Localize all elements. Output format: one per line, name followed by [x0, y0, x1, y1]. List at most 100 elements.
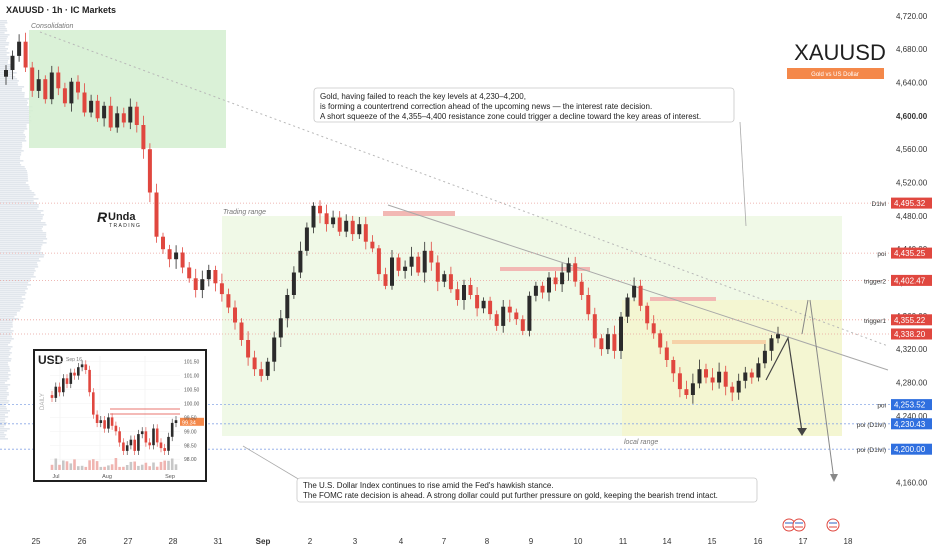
time-tick-label: 8: [485, 537, 490, 546]
time-axis[interactable]: 25 26 27 28 31 Sep 2 3 4 7 8 9 10 11 14 15 16 17 18: [32, 537, 853, 546]
inset-volume: [88, 460, 91, 470]
usd-inset[interactable]: USD Sep 16 DAILY 99.34 101.50 101.00 100.5…: [33, 349, 207, 482]
candle-body: [442, 274, 447, 282]
price-tick-label: 4,720.00: [896, 12, 928, 21]
candle-body: [507, 306, 512, 313]
candle-body: [468, 285, 473, 295]
inset-candle: [148, 442, 151, 446]
time-tick-label: 7: [442, 537, 447, 546]
inset-candle: [80, 364, 84, 368]
candle-body: [278, 318, 283, 338]
price-label: 4,253.52: [894, 401, 926, 410]
candle-body: [206, 270, 211, 280]
price-tick-label: 4,680.00: [896, 45, 928, 54]
inset-candle: [110, 417, 114, 426]
candle-body: [363, 224, 368, 242]
note-top-pointer: [739, 121, 747, 227]
price-label: 4,200.00: [894, 445, 926, 454]
inset-candle: [174, 420, 178, 423]
price-label-bg: [891, 274, 932, 286]
inset-candle: [129, 439, 133, 446]
inset-candle: [84, 364, 88, 370]
candle-body: [704, 369, 708, 378]
price-label-name: poi (D1lvl): [857, 422, 886, 429]
inset-volume: [167, 460, 170, 470]
candle-body: [671, 360, 676, 374]
candle-body: [756, 363, 761, 378]
local-range-label: local range: [624, 439, 658, 446]
inset-volume: [92, 459, 95, 470]
consolidation-label: Consolidation: [31, 23, 74, 30]
price-label-name: poi: [877, 403, 886, 410]
time-tick-label: 11: [619, 537, 628, 546]
candle-body: [62, 88, 67, 104]
event-flags[interactable]: [782, 518, 840, 532]
candle-body: [560, 272, 565, 285]
inset-volume: [99, 466, 103, 470]
candle-body: [318, 205, 322, 214]
candle-body: [717, 371, 722, 383]
price-label-name: poi: [877, 251, 886, 258]
price-labels: 4,495.32 D1lvl 4,435.25 poi 4,402.47 trigger2…: [857, 197, 932, 455]
candle-body: [409, 256, 414, 267]
candle-body: [82, 92, 87, 113]
candle-body: [89, 100, 94, 113]
inset-tick-label: 99.50: [184, 415, 197, 421]
candle-body: [520, 319, 525, 331]
candle-body: [147, 149, 152, 193]
note-top-line-3: A short squeeze of the 4,355–4,400 resis…: [320, 112, 701, 121]
inset-candle: [107, 417, 110, 429]
candle-body: [547, 277, 551, 293]
inset-candle: [92, 392, 95, 415]
inset-volume: [50, 464, 54, 470]
inset-candle: [133, 439, 136, 451]
candle-body: [128, 106, 133, 123]
candle-body: [527, 295, 532, 331]
candle-body: [573, 263, 578, 282]
candle-body: [723, 371, 728, 387]
unda-logo: R Unda TRADING: [97, 209, 140, 229]
candle-body: [599, 338, 604, 350]
inset-tick-label: 101.50: [184, 360, 200, 366]
consolidation-zone: [29, 30, 226, 148]
inset-volume: [77, 466, 80, 470]
candle-body: [736, 380, 741, 393]
candle-body: [422, 250, 427, 273]
time-tick-label: 25: [32, 537, 41, 546]
candle-body: [553, 277, 558, 285]
candle-body: [344, 220, 349, 232]
note-top: Gold, having failed to reach the key lev…: [313, 87, 735, 123]
candle-body: [749, 372, 754, 378]
candle-body: [337, 217, 342, 232]
candle-body: [121, 113, 126, 123]
inset-candle: [122, 442, 125, 451]
candle-body: [95, 100, 100, 119]
svg-text:R: R: [97, 209, 108, 225]
time-tick-label: 4: [399, 537, 404, 546]
inset-volume: [163, 460, 166, 470]
candle-body: [762, 350, 767, 364]
candle-body: [403, 266, 408, 271]
candle-body: [540, 285, 545, 293]
candle-body: [102, 105, 107, 119]
symbol-header: XAUUSD · 1h · IC Markets: [6, 5, 116, 15]
inset-time-label: Aug: [102, 474, 112, 480]
price-tick-label: 4,280.00: [896, 379, 928, 388]
candle-body: [239, 322, 244, 340]
time-tick-label: 17: [799, 537, 808, 546]
price-tick-label: 4,640.00: [896, 79, 928, 88]
price-label-name: poi (D1lvl): [857, 447, 886, 454]
inset-candle: [155, 428, 159, 443]
candle-body: [200, 279, 205, 290]
inset-volume: [69, 463, 73, 470]
candle-body: [187, 267, 192, 279]
inset-candle: [118, 431, 121, 443]
candle-body: [416, 256, 421, 273]
candle-body: [298, 250, 303, 273]
inset-side-label: DAILY: [40, 393, 46, 410]
brand-ticker: XAUUSD: [794, 40, 886, 65]
candle-body: [17, 41, 22, 56]
note-bottom-line-2: The FOMC rate decision is ahead. A stron…: [303, 491, 718, 500]
price-tick-label: 4,240.00: [896, 412, 928, 421]
